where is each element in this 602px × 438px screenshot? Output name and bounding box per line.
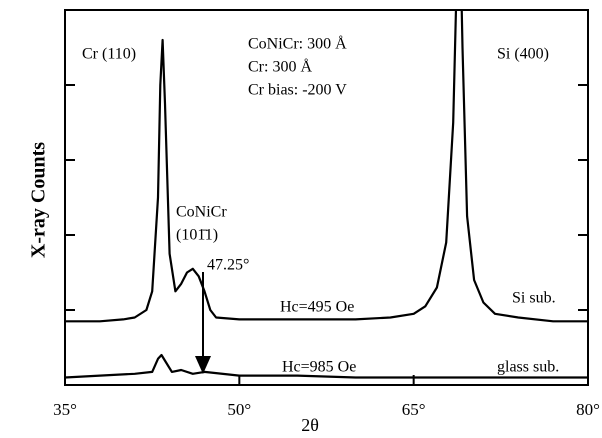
x-tick-label: 50° <box>227 400 251 419</box>
plot-frame <box>64 9 589 386</box>
annotation: CoNiCr <box>176 204 227 221</box>
annotation: Cr (110) <box>82 46 136 63</box>
series-line <box>65 10 588 323</box>
annotation: (101̄1) <box>176 227 218 244</box>
series-label: glass sub. <box>497 359 559 376</box>
y-axis-label: X-ray Counts <box>28 142 50 258</box>
x-tick-label: 65° <box>402 400 426 419</box>
x-axis-label: 2θ <box>301 415 319 435</box>
annotation: Si (400) <box>497 46 549 63</box>
annotation: CoNiCr: 300 Å <box>248 35 347 53</box>
annotation: Cr bias: -200 V <box>248 82 347 99</box>
annotation: Hc=495 Oe <box>280 299 354 316</box>
annotation: 47.25° <box>207 257 249 274</box>
annotation: Hc=985 Oe <box>282 359 356 376</box>
x-tick-label: 35° <box>53 400 77 419</box>
x-tick-label: 80° <box>576 400 600 419</box>
arrow-head <box>195 356 211 374</box>
series-line <box>65 353 588 379</box>
annotation: Cr: 300 Å <box>248 58 312 76</box>
series-label: Si sub. <box>512 290 556 307</box>
